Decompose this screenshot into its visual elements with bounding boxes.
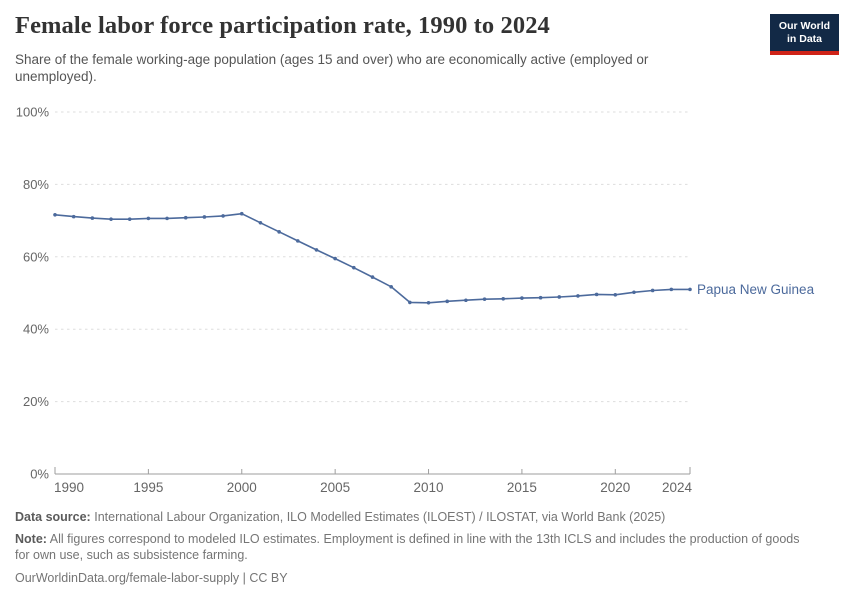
footer-separator: | [242,571,246,586]
data-point-2004[interactable] [314,248,319,252]
data-point-1990[interactable] [53,213,57,217]
note-text: All figures correspond to modeled ILO es… [15,531,800,562]
data-point-2024[interactable] [688,287,692,292]
data-point-2023[interactable] [669,287,674,292]
footer-license: CC BY [249,571,288,586]
chart-title: Female labor force participation rate, 1… [15,12,550,39]
y-tick-label: 80% [23,177,49,192]
data-point-2008[interactable] [389,285,393,289]
footer-link[interactable]: OurWorldinData.org/female-labor-supply [15,571,240,586]
x-tick-label: 2005 [320,480,350,495]
data-point-1998[interactable] [202,215,207,219]
chart-subtitle: Share of the female working-age populati… [15,52,649,85]
chart-plot-area[interactable]: 0% 20% 40% 60% 80% 100% 1990 1995 2000 2005 2010 20… [0,95,850,505]
data-source-label: Data source: [15,510,91,524]
x-tick-label: 2015 [507,480,537,495]
data-point-2010[interactable] [426,300,431,305]
data-point-1993[interactable] [109,217,113,221]
data-point-1994[interactable] [127,217,132,221]
data-point-1999[interactable] [221,214,225,218]
data-point-2006[interactable] [352,265,356,270]
data-point-2018[interactable] [576,294,580,298]
y-tick-label: 0% [30,467,49,482]
y-tick-label: 100% [16,105,50,120]
y-tick-label: 40% [23,322,49,337]
x-tick-label: 1990 [54,480,84,495]
x-tick-label: 2020 [600,480,630,495]
x-tick-label: 2000 [227,480,257,495]
data-point-2016[interactable] [538,295,543,300]
data-source-line: Data source: International Labour Organi… [15,510,815,526]
x-tick-label: 2024 [662,480,693,495]
data-point-1997[interactable] [183,215,188,220]
data-point-2005[interactable] [333,256,337,261]
note-line: Note: All figures correspond to modeled … [15,532,815,564]
data-source-text: International Labour Organization, ILO M… [94,510,666,524]
data-point-2021[interactable] [632,290,636,295]
y-tick-label: 20% [23,394,49,409]
owid-logo[interactable]: Our World in Data [770,14,839,55]
data-point-2012[interactable] [464,298,468,303]
data-point-1992[interactable] [90,216,95,220]
chart-footer: Data source: International Labour Organi… [15,510,815,593]
data-point-1991[interactable] [71,214,76,219]
x-tick-label: 1995 [133,480,163,495]
data-point-2017[interactable] [557,295,562,299]
data-point-2013[interactable] [482,297,487,301]
data-point-2000[interactable] [239,211,244,216]
owid-logo-text-line1: Our World [778,19,831,32]
data-point-2019[interactable] [594,292,599,297]
data-point-2011[interactable] [445,299,450,304]
owid-logo-text-line2: in Data [786,32,822,45]
data-point-1995[interactable] [146,216,151,221]
license-line: OurWorldinData.org/female-labor-supply |… [15,571,815,587]
series-label[interactable]: Papua New Guinea [697,282,815,297]
series-line[interactable] [54,212,691,304]
data-point-2009[interactable] [408,300,412,305]
y-tick-label: 60% [23,249,49,264]
data-point-2001[interactable] [258,220,263,225]
data-point-2002[interactable] [277,230,281,234]
data-point-2020[interactable] [613,293,618,297]
note-label: Note: [15,531,47,546]
data-point-1996[interactable] [165,216,169,221]
data-point-2014[interactable] [501,296,506,301]
data-point-2022[interactable] [650,288,655,293]
x-tick-label: 2010 [414,480,444,495]
data-point-2007[interactable] [370,275,375,279]
data-point-2015[interactable] [520,296,524,300]
data-point-2003[interactable] [295,239,300,243]
